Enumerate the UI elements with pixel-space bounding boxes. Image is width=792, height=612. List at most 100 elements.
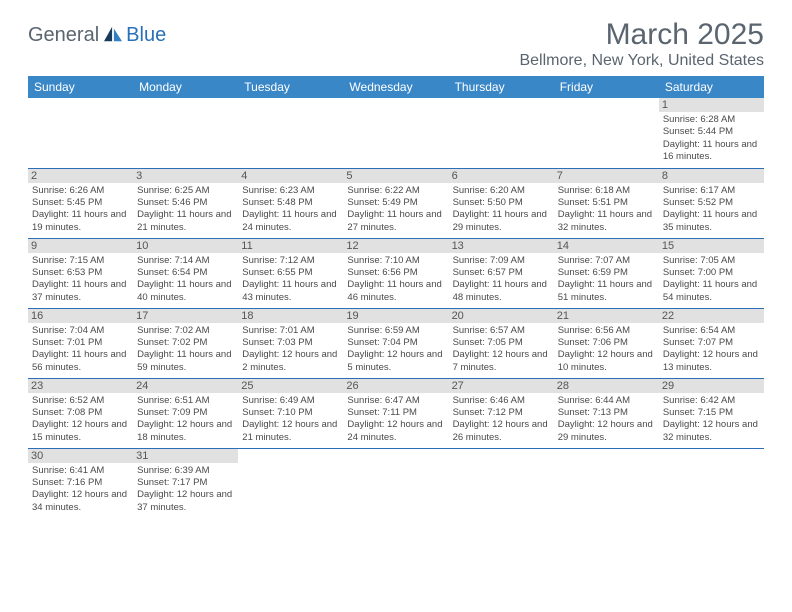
calendar-week-row: 30 Sunrise: 6:41 AMSunset: 7:16 PMDayligh… xyxy=(28,448,764,518)
calendar-day-cell xyxy=(449,98,554,168)
title-block: March 2025 Bellmore, New York, United St… xyxy=(519,18,764,70)
day-number: 1 xyxy=(659,98,764,112)
day-number: 9 xyxy=(28,239,133,253)
day-info: Sunrise: 6:17 AMSunset: 5:52 PMDaylight:… xyxy=(663,185,760,234)
calendar-day-cell xyxy=(133,98,238,168)
day-header: Thursday xyxy=(449,76,554,98)
calendar-day-cell: 27 Sunrise: 6:46 AMSunset: 7:12 PMDayligh… xyxy=(449,378,554,448)
calendar-week-row: 2Sunrise: 6:26 AMSunset: 5:45 PMDaylight… xyxy=(28,168,764,238)
day-number: 26 xyxy=(343,379,448,393)
day-number: 15 xyxy=(659,239,764,253)
calendar-day-cell xyxy=(238,98,343,168)
day-number: 2 xyxy=(28,169,133,183)
day-info: Sunrise: 7:07 AMSunset: 6:59 PMDaylight:… xyxy=(558,255,655,304)
calendar-day-cell: 24 Sunrise: 6:51 AMSunset: 7:09 PMDayligh… xyxy=(133,378,238,448)
day-number: 20 xyxy=(449,309,554,323)
day-number: 31 xyxy=(133,449,238,463)
logo-text-blue: Blue xyxy=(126,24,166,47)
calendar-table: Sunday Monday Tuesday Wednesday Thursday… xyxy=(28,76,764,518)
day-number: 28 xyxy=(554,379,659,393)
day-number: 23 xyxy=(28,379,133,393)
day-number: 12 xyxy=(343,239,448,253)
calendar-day-cell: 28Sunrise: 6:44 AMSunset: 7:13 PMDayligh… xyxy=(554,378,659,448)
calendar-body: 1 Sunrise: 6:28 AMSunset: 5:44 PMDaylight… xyxy=(28,98,764,518)
calendar-week-row: 23 Sunrise: 6:52 AMSunset: 7:08 PMDayligh… xyxy=(28,378,764,448)
day-info: Sunrise: 6:47 AMSunset: 7:11 PMDaylight:… xyxy=(347,395,444,444)
calendar-day-cell: 26 Sunrise: 6:47 AMSunset: 7:11 PMDayligh… xyxy=(343,378,448,448)
calendar-day-cell: 7 Sunrise: 6:18 AMSunset: 5:51 PMDaylight… xyxy=(554,168,659,238)
day-info: Sunrise: 7:15 AMSunset: 6:53 PMDaylight:… xyxy=(32,255,129,304)
calendar-day-cell: 1 Sunrise: 6:28 AMSunset: 5:44 PMDaylight… xyxy=(659,98,764,168)
day-info: Sunrise: 6:18 AMSunset: 5:51 PMDaylight:… xyxy=(558,185,655,234)
day-info: Sunrise: 6:42 AMSunset: 7:15 PMDaylight:… xyxy=(663,395,760,444)
day-number: 7 xyxy=(554,169,659,183)
calendar-day-cell: 14Sunrise: 7:07 AMSunset: 6:59 PMDayligh… xyxy=(554,238,659,308)
day-info: Sunrise: 6:28 AMSunset: 5:44 PMDaylight:… xyxy=(663,114,760,163)
day-number: 27 xyxy=(449,379,554,393)
calendar-day-cell: 16Sunrise: 7:04 AMSunset: 7:01 PMDayligh… xyxy=(28,308,133,378)
day-number: 5 xyxy=(343,169,448,183)
day-number: 16 xyxy=(28,309,133,323)
day-header: Tuesday xyxy=(238,76,343,98)
calendar-day-cell: 9 Sunrise: 7:15 AMSunset: 6:53 PMDaylight… xyxy=(28,238,133,308)
day-number: 21 xyxy=(554,309,659,323)
month-title: March 2025 xyxy=(519,18,764,52)
calendar-day-cell xyxy=(238,448,343,518)
day-info: Sunrise: 6:59 AMSunset: 7:04 PMDaylight:… xyxy=(347,325,444,374)
day-info: Sunrise: 6:57 AMSunset: 7:05 PMDaylight:… xyxy=(453,325,550,374)
calendar-day-cell: 30 Sunrise: 6:41 AMSunset: 7:16 PMDayligh… xyxy=(28,448,133,518)
calendar-day-cell: 10Sunrise: 7:14 AMSunset: 6:54 PMDayligh… xyxy=(133,238,238,308)
day-info: Sunrise: 7:09 AMSunset: 6:57 PMDaylight:… xyxy=(453,255,550,304)
calendar-day-cell: 17Sunrise: 7:02 AMSunset: 7:02 PMDayligh… xyxy=(133,308,238,378)
day-info: Sunrise: 6:52 AMSunset: 7:08 PMDaylight:… xyxy=(32,395,129,444)
day-number: 24 xyxy=(133,379,238,393)
day-number: 25 xyxy=(238,379,343,393)
day-number: 11 xyxy=(238,239,343,253)
calendar-day-cell: 22Sunrise: 6:54 AMSunset: 7:07 PMDayligh… xyxy=(659,308,764,378)
location: Bellmore, New York, United States xyxy=(519,52,764,70)
calendar-day-cell: 18Sunrise: 7:01 AMSunset: 7:03 PMDayligh… xyxy=(238,308,343,378)
calendar-day-cell: 8 Sunrise: 6:17 AMSunset: 5:52 PMDaylight… xyxy=(659,168,764,238)
calendar-day-cell: 13Sunrise: 7:09 AMSunset: 6:57 PMDayligh… xyxy=(449,238,554,308)
calendar-day-cell xyxy=(554,98,659,168)
calendar-day-cell xyxy=(28,98,133,168)
day-info: Sunrise: 6:41 AMSunset: 7:16 PMDaylight:… xyxy=(32,465,129,514)
day-header: Sunday xyxy=(28,76,133,98)
day-number: 19 xyxy=(343,309,448,323)
calendar-day-cell: 6Sunrise: 6:20 AMSunset: 5:50 PMDaylight… xyxy=(449,168,554,238)
calendar-week-row: 1 Sunrise: 6:28 AMSunset: 5:44 PMDaylight… xyxy=(28,98,764,168)
logo: General Blue xyxy=(28,18,166,47)
day-header: Friday xyxy=(554,76,659,98)
day-number: 29 xyxy=(659,379,764,393)
calendar-day-cell xyxy=(343,98,448,168)
day-info: Sunrise: 7:14 AMSunset: 6:54 PMDaylight:… xyxy=(137,255,234,304)
calendar-day-cell: 11 Sunrise: 7:12 AMSunset: 6:55 PMDayligh… xyxy=(238,238,343,308)
day-header: Saturday xyxy=(659,76,764,98)
day-info: Sunrise: 6:54 AMSunset: 7:07 PMDaylight:… xyxy=(663,325,760,374)
day-number: 30 xyxy=(28,449,133,463)
day-info: Sunrise: 6:23 AMSunset: 5:48 PMDaylight:… xyxy=(242,185,339,234)
calendar-week-row: 16Sunrise: 7:04 AMSunset: 7:01 PMDayligh… xyxy=(28,308,764,378)
day-info: Sunrise: 6:49 AMSunset: 7:10 PMDaylight:… xyxy=(242,395,339,444)
calendar-day-cell: 25 Sunrise: 6:49 AMSunset: 7:10 PMDayligh… xyxy=(238,378,343,448)
day-info: Sunrise: 6:39 AMSunset: 7:17 PMDaylight:… xyxy=(137,465,234,514)
calendar-day-cell: 5 Sunrise: 6:22 AMSunset: 5:49 PMDaylight… xyxy=(343,168,448,238)
day-header-row: Sunday Monday Tuesday Wednesday Thursday… xyxy=(28,76,764,98)
calendar-day-cell: 23 Sunrise: 6:52 AMSunset: 7:08 PMDayligh… xyxy=(28,378,133,448)
calendar-day-cell: 31 Sunrise: 6:39 AMSunset: 7:17 PMDayligh… xyxy=(133,448,238,518)
day-info: Sunrise: 7:10 AMSunset: 6:56 PMDaylight:… xyxy=(347,255,444,304)
day-number: 8 xyxy=(659,169,764,183)
day-info: Sunrise: 7:12 AMSunset: 6:55 PMDaylight:… xyxy=(242,255,339,304)
calendar-day-cell xyxy=(343,448,448,518)
calendar-day-cell: 2Sunrise: 6:26 AMSunset: 5:45 PMDaylight… xyxy=(28,168,133,238)
day-number: 4 xyxy=(238,169,343,183)
calendar-day-cell: 29 Sunrise: 6:42 AMSunset: 7:15 PMDayligh… xyxy=(659,378,764,448)
day-info: Sunrise: 6:22 AMSunset: 5:49 PMDaylight:… xyxy=(347,185,444,234)
logo-text-general: General xyxy=(28,24,99,47)
calendar-day-cell: 21Sunrise: 6:56 AMSunset: 7:06 PMDayligh… xyxy=(554,308,659,378)
calendar-day-cell xyxy=(554,448,659,518)
day-header: Monday xyxy=(133,76,238,98)
day-info: Sunrise: 6:51 AMSunset: 7:09 PMDaylight:… xyxy=(137,395,234,444)
calendar-day-cell: 20 Sunrise: 6:57 AMSunset: 7:05 PMDayligh… xyxy=(449,308,554,378)
day-info: Sunrise: 6:46 AMSunset: 7:12 PMDaylight:… xyxy=(453,395,550,444)
